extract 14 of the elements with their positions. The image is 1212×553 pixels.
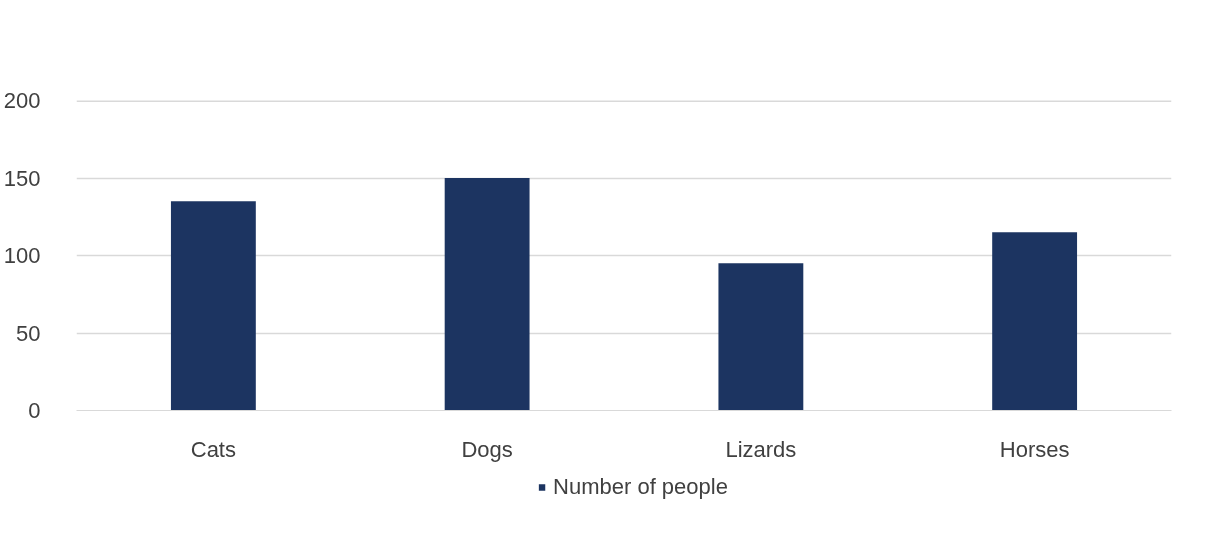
x-tick-label: Dogs <box>461 436 513 462</box>
y-tick-label: 100 <box>3 243 41 268</box>
bar <box>718 263 804 411</box>
legend-label: Number of people <box>553 473 728 500</box>
y-tick-label: 200 <box>3 88 41 113</box>
x-tick-label: Lizards <box>725 436 797 462</box>
bar <box>444 178 530 411</box>
x-tick-label: Cats <box>190 436 237 462</box>
y-tick-label: 0 <box>28 398 41 423</box>
y-tick-label: 150 <box>3 165 41 191</box>
y-tick-label: 50 <box>16 320 41 346</box>
bar <box>170 201 256 411</box>
bar <box>992 232 1078 411</box>
x-tick-label: Horses <box>999 436 1070 462</box>
